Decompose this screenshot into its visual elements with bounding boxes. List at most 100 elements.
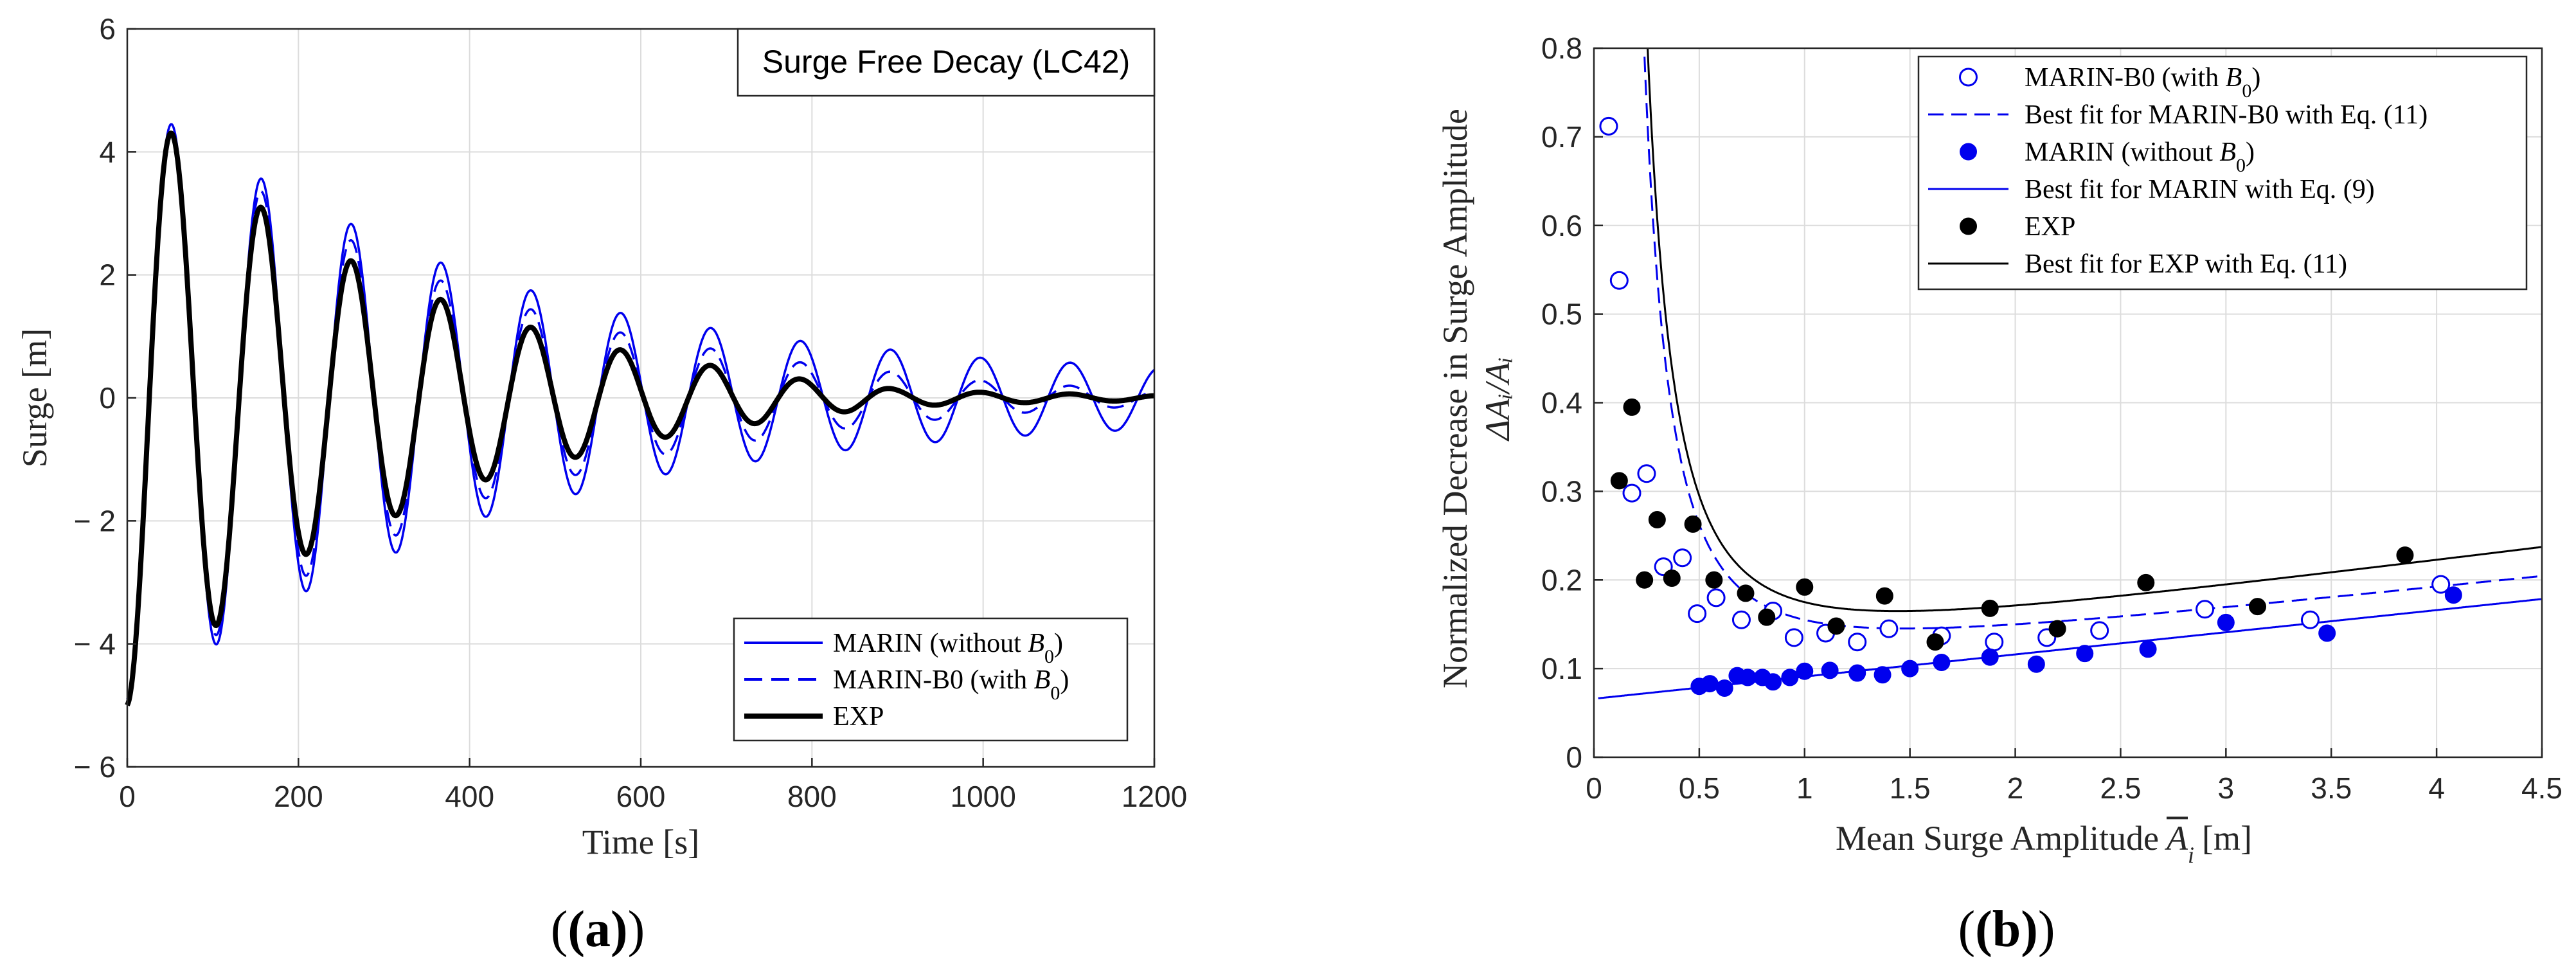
x-tick-label: 1000 [950, 780, 1015, 813]
fit-curve-best-fit-for-marin-b0-with-eq-11- [1643, 57, 2543, 630]
point-marin-b0-with-b0- [2090, 621, 2109, 640]
y-tick-label: 0.6 [1541, 209, 1582, 242]
chart-a: 0 200 400 600 800 1000 1200 − 6 − 4 − 2 0 2 4 6 Time… [15, 12, 1187, 958]
y-axis-label-b-symbol: ΔAᵢ/Aᵢ [1478, 357, 1517, 442]
x-tick-label: 200 [274, 780, 323, 813]
point-exp [2048, 620, 2066, 638]
legend-marker-b [1960, 143, 1977, 161]
series-lines-a [125, 123, 1156, 706]
point-marin-without-b0- [2027, 655, 2045, 673]
y-tick-label: 0.4 [1541, 386, 1582, 420]
point-marin-b0-with-b0- [1599, 116, 1618, 136]
y-axis-label-a: Surge [m] [15, 328, 54, 467]
point-exp [2396, 546, 2414, 564]
point-marin-b0-with-b0- [1688, 604, 1707, 624]
point-exp [1981, 599, 1999, 617]
point-marin-b0-with-b0- [1673, 548, 1692, 568]
point-exp [1875, 587, 1893, 605]
point-exp [2137, 573, 2155, 591]
point-marin-b0-with-b0- [1731, 610, 1751, 629]
point-marin-b0-with-b0- [1784, 628, 1803, 647]
legend-label-b: MARIN-B0 (with B0) [2025, 63, 2260, 102]
y-tick-label: 0.5 [1541, 298, 1582, 331]
point-marin-b0-with-b0- [2300, 610, 2320, 629]
y-tick-label: − 6 [74, 750, 116, 784]
y-tick-label: 0.7 [1541, 120, 1582, 154]
point-exp [1663, 569, 1681, 587]
point-exp [1737, 584, 1755, 602]
point-marin-without-b0- [1933, 653, 1951, 671]
x-tick-label: 4.5 [2521, 771, 2563, 805]
point-exp [1684, 515, 1702, 533]
point-exp [1758, 608, 1776, 626]
y-tick-label: − 2 [74, 504, 116, 537]
point-marin-without-b0- [1739, 669, 1757, 687]
y-tick-label: 0 [99, 381, 116, 415]
chart-title-a: Surge Free Decay (LC42) [762, 44, 1130, 80]
point-marin-without-b0- [2076, 645, 2094, 663]
y-ticks-a: − 6 − 4 − 2 0 2 4 6 [74, 12, 136, 784]
point-marin-without-b0- [1848, 664, 1866, 682]
legend-label-marin: MARIN (without B0) [833, 629, 1063, 667]
x-tick-label: 1.5 [1890, 771, 1931, 805]
x-ticks-b: 0 0.5 1 1.5 2 2.5 3 3.5 4 4.5 [1586, 748, 2563, 805]
legend-label-exp: EXP [833, 702, 884, 732]
point-marin-without-b0- [2217, 613, 2235, 631]
point-marin-without-b0- [1874, 666, 1892, 684]
point-exp [2249, 598, 2266, 616]
x-tick-label: 600 [616, 780, 666, 813]
point-exp [1926, 633, 1944, 651]
legend-label-b: Best fit for MARIN with Eq. (9) [2025, 175, 2375, 204]
point-marin-b0-with-b0- [1985, 633, 2004, 652]
y-tick-label: 0.3 [1541, 474, 1582, 508]
x-tick-label: 800 [787, 780, 837, 813]
point-marin-b0-with-b0- [1637, 464, 1656, 483]
series-line-exp [125, 130, 1156, 706]
x-tick-label: 2.5 [2100, 771, 2141, 805]
legend-label-b: Best fit for MARIN-B0 with Eq. (11) [2025, 100, 2428, 130]
x-axis-label-b: Mean Surge Amplitude Ai [m] [1836, 819, 2252, 868]
x-axis-label-a: Time [s] [582, 823, 700, 861]
y-tick-label: − 4 [74, 627, 116, 661]
point-marin-without-b0- [1701, 675, 1719, 693]
legend-box-b [1917, 55, 2528, 291]
title-box-a [737, 28, 1156, 97]
scatter-points-b [1599, 116, 2462, 697]
y-tick-label: 0.2 [1541, 563, 1582, 597]
point-marin-b0-with-b0- [1609, 271, 1629, 290]
legend-label-marin-b0: MARIN-B0 (with B0) [833, 665, 1069, 704]
x-tick-label: 3.5 [2311, 771, 2352, 805]
fit-curve-best-fit-for-exp-with-eq-11- [1647, 48, 2543, 613]
point-marin-without-b0- [1821, 661, 1839, 679]
y-ticks-b: 0 0.1 0.2 0.3 0.4 0.5 0.6 0.7 0.8 [1541, 31, 1603, 774]
panel-label-b: ((b)) [1958, 901, 2055, 958]
y-tick-label: 0 [1566, 741, 1582, 774]
point-marin-without-b0- [1981, 648, 1999, 666]
series-line-marin-b0-with-b0- [126, 129, 1155, 700]
x-tick-label: 1200 [1122, 780, 1187, 813]
legend-label-b: Best fit for EXP with Eq. (11) [2025, 249, 2347, 279]
point-marin-without-b0- [2139, 640, 2157, 658]
y-axis-label-b: Normalized Decrease in Surge Amplitude [1436, 109, 1474, 688]
y-tick-label: 4 [99, 135, 116, 168]
point-marin-b0-with-b0- [1848, 633, 1867, 652]
point-marin-without-b0- [2444, 586, 2462, 604]
x-tick-label: 0.5 [1679, 771, 1720, 805]
legend-a: MARIN (without B0) MARIN-B0 (with B0) EX… [733, 617, 1129, 742]
chart-b: 0 0.5 1 1.5 2 2.5 3 3.5 4 4.5 0 0.1 0.2 0.3 0.4 0.5 0.6… [1436, 31, 2563, 958]
y-tick-label: 0.1 [1541, 652, 1582, 685]
x-tick-label: 2 [2007, 771, 2024, 805]
point-exp [1610, 472, 1628, 490]
y-tick-label: 2 [99, 258, 116, 292]
point-exp [1623, 398, 1641, 416]
x-ticks-a: 0 200 400 600 800 1000 1200 [119, 758, 1187, 813]
x-tick-label: 4 [2428, 771, 2445, 805]
point-exp [1648, 510, 1666, 528]
y-tick-label: 6 [99, 12, 116, 46]
point-marin-b0-with-b0- [2431, 575, 2451, 594]
point-marin-without-b0- [2318, 624, 2336, 642]
point-marin-without-b0- [1781, 669, 1799, 687]
point-exp [1796, 578, 1814, 596]
panel-label-a: ((a)) [551, 901, 645, 958]
